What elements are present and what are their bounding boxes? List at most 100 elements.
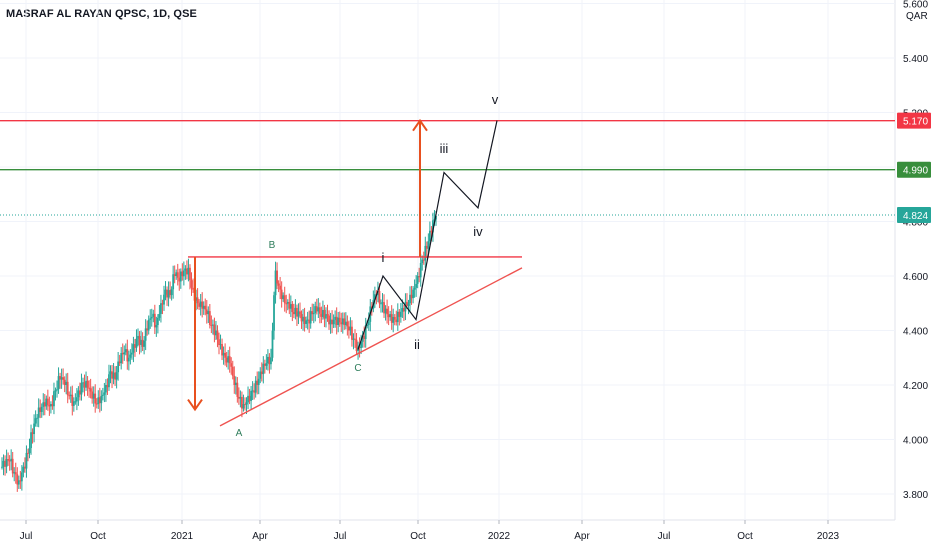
candle-body [407,303,410,306]
candle-body [48,405,51,407]
price-axis[interactable]: 3.8004.0004.2004.4004.6004.8005.0005.200… [897,0,931,501]
candle-body [138,335,141,345]
candle-body [172,274,175,290]
candle-body [27,452,29,454]
candle-body [201,301,204,309]
candle-body [421,259,424,263]
candle-body [65,381,68,385]
candle-body [332,319,335,325]
price-level-tag [897,161,931,178]
candle-body [237,396,240,399]
candle-body [173,274,176,276]
abc-label: B [269,240,276,251]
candle-body [62,377,65,380]
candle-body [384,308,387,314]
candle-body [51,404,54,407]
candle-body [311,311,314,315]
candle-body [153,313,156,328]
candle-body [263,363,266,366]
candle-body [111,371,113,379]
candle-body [179,271,182,282]
candle-body [59,376,61,380]
candle-body [323,309,326,319]
candle-body [425,245,428,249]
candle-body [182,270,185,277]
candle-body [79,390,81,395]
candle-body [187,267,190,275]
candle-body [404,301,407,312]
price-tick-label: 5.400 [903,54,928,65]
candle-body [190,280,193,288]
candle-body [291,304,294,313]
candlestick-series [1,210,437,492]
candle-body [16,474,19,485]
candle-body [152,313,155,317]
candle-body [257,378,260,385]
candle-body [137,335,139,339]
candle-body [398,311,401,317]
candle-body [294,307,297,315]
candle-body [254,380,257,393]
candle-body [358,346,361,348]
time-tick-label: 2023 [817,531,840,542]
candle-body [373,294,376,300]
time-axis[interactable]: Jul Oct 2021 Apr Jul Oct 2022 Apr Jul Oct 2023 [20,520,840,542]
candle-body [392,317,395,323]
price-level-tag-label: 4.990 [903,166,928,177]
candle-body [53,391,55,407]
price-level-tag [897,112,931,129]
candle-body [211,324,214,326]
candle-body [317,307,320,312]
candle-body [387,314,390,318]
candle-body [176,272,179,278]
candle-body [279,285,282,290]
candle-body [303,316,306,324]
candle-body [156,317,159,326]
candle-body [247,395,249,403]
candle-body [13,472,16,474]
time-tick-label: 2022 [488,531,511,542]
candle-body [2,460,5,467]
candle-body [89,388,92,392]
candle-body [395,319,398,323]
candle-body [164,289,167,295]
wave-label: iv [473,224,483,239]
candle-body [308,319,311,324]
candle-body [344,321,347,326]
candle-body [230,363,233,367]
candle-body [244,404,246,406]
candle-body [410,294,413,299]
candle-body [341,318,344,325]
candle-body [236,382,239,397]
candle-body [322,309,324,317]
candle-body [383,302,385,314]
candle-body [86,380,89,388]
candle-body [343,318,346,326]
candle-body [346,321,349,327]
candle-body [24,466,26,469]
price-level-tag-label: 5.170 [903,117,928,128]
time-tick-label: Oct [410,531,426,542]
candle-body [199,301,202,307]
candle-body [63,379,66,385]
candle-body [181,271,184,277]
candle-body [347,326,350,331]
candle-body [210,324,213,326]
candle-body [36,417,39,419]
candle-body [309,311,312,324]
candle-body [43,402,46,407]
candle-body [77,390,80,398]
support-trendline [219,267,523,427]
candle-body [8,460,11,462]
candle-body [274,270,277,296]
candle-body [170,289,173,296]
candle-body [57,376,60,390]
candle-body [160,303,162,314]
candle-body [241,396,243,409]
candle-body [432,220,434,233]
candle-body [109,371,112,375]
chart-title: MASRAF AL RAYAN QPSC, 1D, QSE [6,8,197,20]
candle-body [267,356,269,364]
candle-body [328,315,330,325]
